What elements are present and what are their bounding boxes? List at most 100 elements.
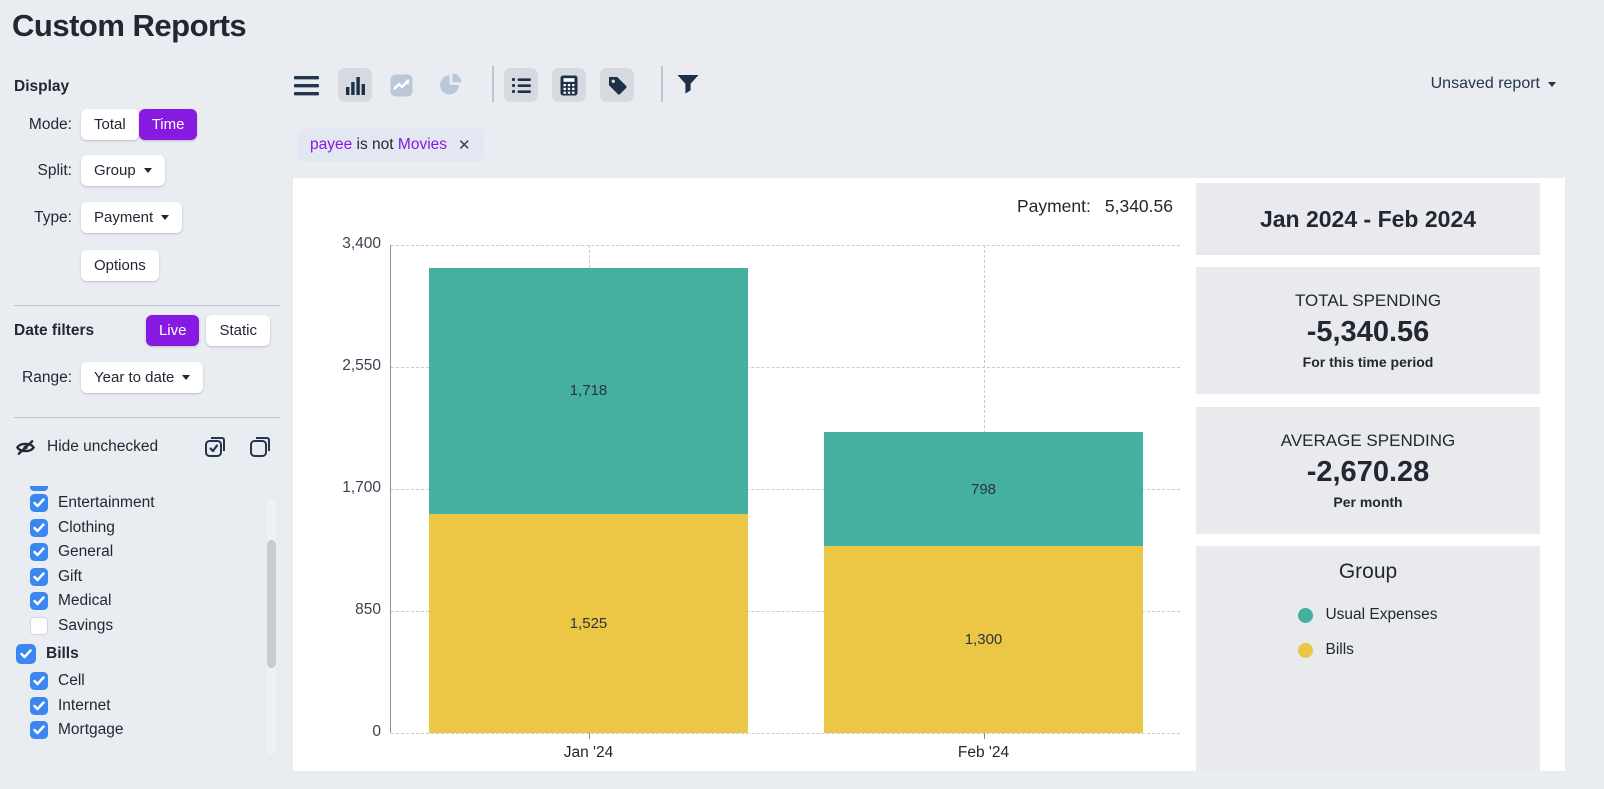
type-label: Type: bbox=[34, 208, 72, 226]
total-spending-subtitle: For this time period bbox=[1302, 354, 1434, 370]
filter-chip-value[interactable]: Movies bbox=[397, 136, 448, 153]
mode-time-button[interactable]: Time bbox=[138, 109, 198, 140]
split-select[interactable]: Group bbox=[81, 155, 165, 186]
x-tick-label: Jan '24 bbox=[563, 744, 614, 761]
scrollbar-thumb[interactable] bbox=[267, 540, 276, 668]
tag-icon[interactable] bbox=[600, 68, 634, 102]
category-item-clothing[interactable]: Clothing bbox=[0, 516, 262, 541]
deselect-all-icon[interactable] bbox=[248, 435, 272, 459]
checkbox-checked[interactable] bbox=[30, 592, 48, 611]
checkbox-checked[interactable] bbox=[30, 567, 48, 586]
category-item-savings[interactable]: Savings bbox=[0, 614, 262, 639]
average-spending-card: AVERAGE SPENDING -2,670.28 Per month bbox=[1196, 407, 1540, 534]
hide-unchecked-label: Hide unchecked bbox=[47, 438, 159, 455]
category-label: General bbox=[58, 543, 114, 561]
partial-checkbox[interactable] bbox=[30, 486, 48, 491]
category-item-mortgage[interactable]: Mortgage bbox=[0, 718, 262, 743]
eye-off-icon[interactable] bbox=[14, 436, 37, 459]
total-spending-card: TOTAL SPENDING -5,340.56 For this time p… bbox=[1196, 267, 1540, 394]
menu-icon[interactable] bbox=[293, 74, 321, 98]
payment-label: Payment: bbox=[1016, 196, 1091, 216]
x-tick-label: Feb '24 bbox=[957, 744, 1010, 761]
checkbox-checked[interactable] bbox=[30, 518, 48, 537]
list-icon[interactable] bbox=[504, 68, 538, 102]
calculator-icon[interactable] bbox=[552, 68, 586, 102]
filter-chip-field[interactable]: payee bbox=[310, 136, 353, 153]
checkbox-unchecked[interactable] bbox=[30, 616, 48, 635]
checkbox-checked[interactable] bbox=[16, 643, 36, 664]
mode-total-button[interactable]: Total bbox=[81, 109, 139, 140]
checkbox-checked[interactable] bbox=[30, 543, 48, 562]
gridline bbox=[391, 245, 1180, 246]
filter-chip-op[interactable]: is not bbox=[352, 136, 398, 153]
total-spending-title: TOTAL SPENDING bbox=[1294, 291, 1442, 310]
bar-segment-bills[interactable]: 1,300 bbox=[824, 546, 1143, 733]
type-select[interactable]: Payment bbox=[81, 202, 183, 233]
legend-dot bbox=[1298, 607, 1314, 623]
gridline bbox=[391, 733, 1180, 734]
category-label: Gift bbox=[58, 567, 83, 585]
bar-segment-bills[interactable]: 1,525 bbox=[429, 514, 748, 733]
chart-card: Payment: 5,340.56 0 850 1,700 2,550 3,400 1,7… bbox=[293, 178, 1565, 771]
category-item-gift[interactable]: Gift bbox=[0, 565, 262, 590]
payment-value: 5,340.56 bbox=[1104, 196, 1173, 216]
bar-Feb '24[interactable]: 798 1,300 bbox=[824, 431, 1143, 733]
pie-chart-icon[interactable] bbox=[438, 72, 463, 97]
bar-value-label: 1,525 bbox=[569, 615, 608, 633]
range-value: Year to date bbox=[94, 369, 175, 386]
filter-chip-remove-icon[interactable]: ✕ bbox=[458, 137, 471, 154]
stacked-bar-chart[interactable]: 1,718 1,525 Jan '24 798 1,300 Feb '24 bbox=[390, 245, 1180, 761]
category-item-entertainment[interactable]: Entertainment bbox=[0, 491, 262, 516]
bar-segment-usual-expenses[interactable]: 798 bbox=[824, 431, 1143, 547]
y-tick-label: 0 bbox=[372, 723, 381, 740]
bar-value-label: 1,718 bbox=[569, 382, 608, 400]
legend-dot bbox=[1298, 642, 1314, 658]
bar-segment-usual-expenses[interactable]: 1,718 bbox=[429, 267, 748, 515]
date-live-button[interactable]: Live bbox=[145, 315, 200, 346]
gridline bbox=[391, 367, 1180, 368]
category-label: Internet bbox=[58, 696, 111, 714]
bar-value-label: 798 bbox=[970, 480, 997, 498]
checkbox-checked[interactable] bbox=[30, 494, 48, 513]
y-tick-label: 3,400 bbox=[342, 235, 381, 252]
unsaved-report-label: Unsaved report bbox=[1430, 75, 1540, 92]
y-tick-label: 1,700 bbox=[342, 479, 381, 496]
date-static-button[interactable]: Static bbox=[206, 315, 270, 346]
x-tick bbox=[588, 733, 590, 739]
chart-total-header: Payment: 5,340.56 bbox=[390, 196, 1173, 217]
checkbox-checked[interactable] bbox=[30, 696, 48, 715]
bar-Jan '24[interactable]: 1,718 1,525 bbox=[429, 267, 748, 733]
gridline bbox=[391, 489, 1180, 490]
select-all-icon[interactable] bbox=[203, 435, 227, 459]
toolbar-divider bbox=[492, 66, 494, 102]
x-tick bbox=[983, 733, 985, 739]
range-label: Range: bbox=[22, 368, 72, 386]
gridline bbox=[391, 611, 1180, 612]
chevron-down-icon bbox=[1548, 81, 1556, 87]
category-item-bills[interactable]: Bills bbox=[0, 638, 262, 669]
chevron-down-icon bbox=[182, 375, 191, 380]
range-select[interactable]: Year to date bbox=[81, 362, 204, 393]
divider bbox=[14, 417, 280, 418]
legend-title: Group bbox=[1338, 560, 1398, 583]
options-button[interactable]: Options bbox=[81, 250, 159, 281]
category-label: Cell bbox=[58, 672, 85, 690]
category-label: Savings bbox=[58, 616, 114, 634]
unsaved-report-menu[interactable]: Unsaved report bbox=[1431, 75, 1556, 93]
checkbox-checked[interactable] bbox=[30, 672, 48, 691]
category-item-general[interactable]: General bbox=[0, 540, 262, 565]
checkbox-checked[interactable] bbox=[30, 721, 48, 740]
category-item-cell[interactable]: Cell bbox=[0, 669, 262, 694]
type-row: Type: Payment bbox=[14, 202, 183, 233]
line-chart-icon[interactable] bbox=[390, 74, 413, 97]
filter-icon[interactable] bbox=[675, 72, 700, 97]
category-item-medical[interactable]: Medical bbox=[0, 589, 262, 614]
bar-chart-icon[interactable] bbox=[338, 68, 372, 102]
category-item-internet[interactable]: Internet bbox=[0, 694, 262, 719]
display-heading: Display bbox=[14, 78, 70, 95]
total-spending-value: -5,340.56 bbox=[1306, 316, 1430, 348]
page-title: Custom Reports bbox=[12, 8, 247, 43]
filter-chip[interactable]: payee is not Movies ✕ bbox=[297, 128, 484, 162]
range-row: Range: Year to date bbox=[14, 362, 204, 393]
